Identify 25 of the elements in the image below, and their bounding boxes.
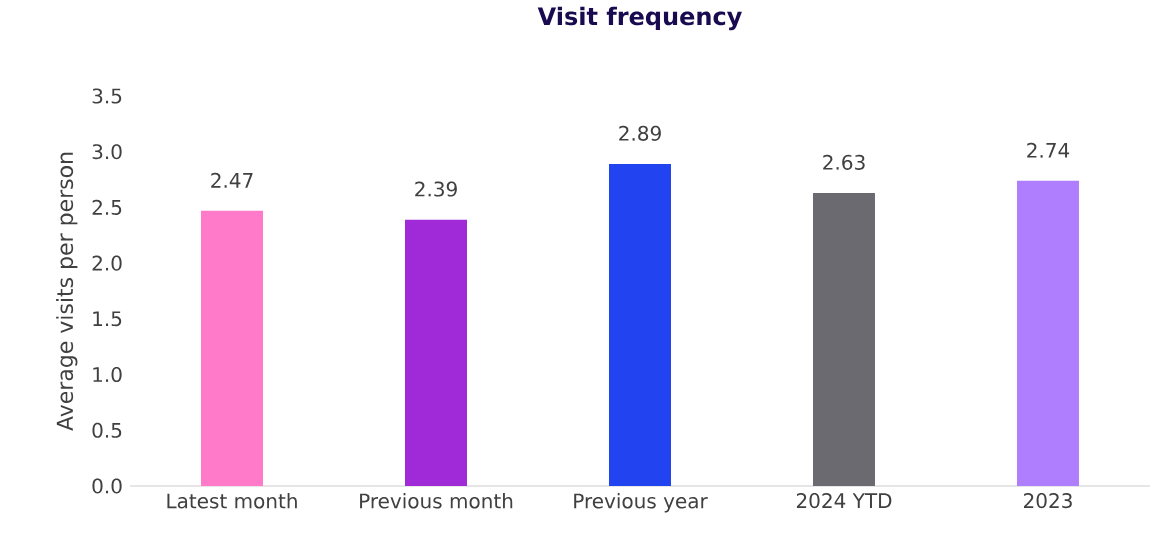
x-tick-label: 2023 — [1024, 493, 1072, 509]
data-label: 2.39 — [415, 181, 457, 197]
x-tick-label: Previous month — [360, 493, 513, 509]
y-tick-label: 2.5 — [92, 199, 122, 215]
y-tick-label: 1.0 — [93, 366, 122, 383]
bar — [405, 219, 467, 486]
x-tick-label: Previous year — [574, 493, 708, 513]
data-label: 2.74 — [1027, 142, 1070, 158]
bar — [1016, 180, 1079, 486]
chart-title: Visit frequency — [537, 6, 742, 31]
bar — [609, 163, 671, 486]
y-axis-title: Average visits per person — [56, 152, 78, 431]
data-label: 2.89 — [619, 125, 661, 141]
x-tick-label: 2024 YTD — [796, 493, 892, 509]
y-tick-label: 0.5 — [92, 422, 122, 438]
bar — [201, 210, 263, 486]
y-tick-label: 0.0 — [92, 478, 122, 494]
data-label: 2.63 — [823, 154, 865, 170]
y-tick-label: 3.0 — [92, 144, 122, 160]
y-tick-label: 2.0 — [92, 255, 122, 271]
x-tick-label: Latest month — [167, 493, 297, 509]
bar — [812, 192, 875, 486]
y-tick-label: 3.5 — [92, 88, 122, 104]
y-tick-label: 1.5 — [93, 311, 122, 327]
data-label: 2.47 — [211, 172, 253, 188]
